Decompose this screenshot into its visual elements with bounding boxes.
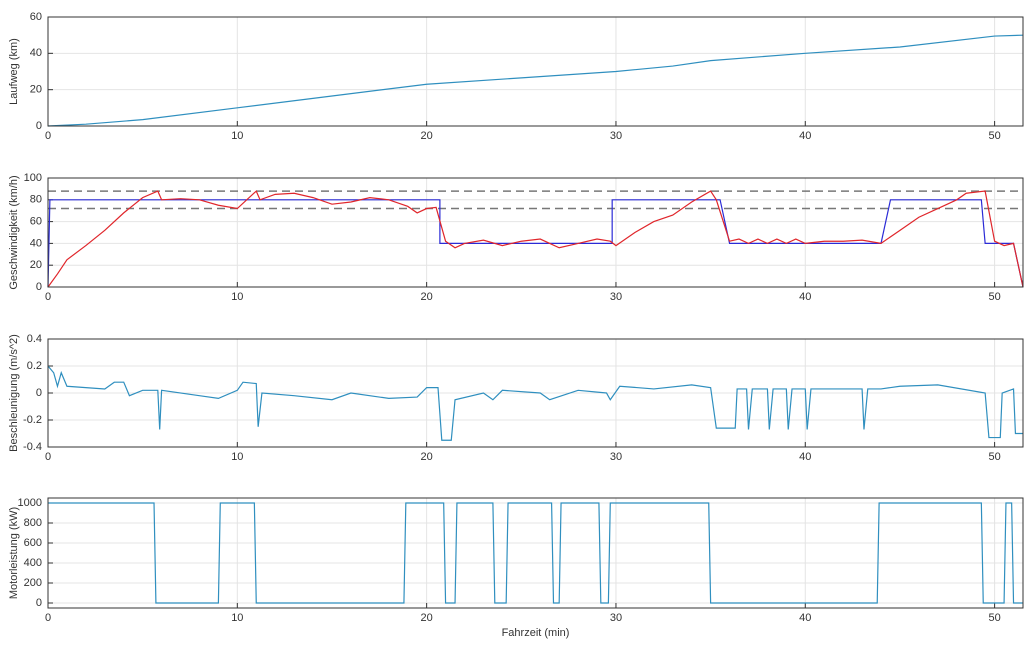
y-tick-label: 60 [30,216,42,228]
x-tick-label: 40 [799,130,811,142]
y-tick-label: 80 [30,194,42,206]
x-tick-label: 0 [45,130,51,142]
x-tick-label: 30 [610,451,622,463]
y-tick-label: -0.2 [23,414,42,426]
y-axis-label: Laufweg (km) [8,38,20,105]
y-tick-label: 600 [24,537,42,549]
x-tick-label: 40 [799,451,811,463]
x-tick-label: 50 [988,612,1000,624]
axes-box [47,177,1024,288]
y-tick-label: 200 [24,577,42,589]
x-tick-label: 20 [421,130,433,142]
data-line [47,365,1023,441]
x-tick-label: 0 [45,291,51,303]
data-line [48,502,1023,604]
axes-box [47,338,1024,448]
y-tick-label: 60 [30,11,42,23]
x-tick-label: 40 [799,291,811,303]
data-line [47,34,1024,127]
y-tick-label: 0 [36,120,42,132]
axes-box [47,497,1024,609]
x-axis-label: Fahrzeit (min) [502,627,570,639]
x-tick-label: 10 [231,612,243,624]
y-tick-label: 40 [30,47,42,59]
data-line [47,190,1024,288]
y-axis-label: Motorleistung (kW) [8,507,20,599]
y-tick-label: -0.4 [23,441,42,453]
x-tick-label: 50 [988,291,1000,303]
y-axis-label: Geschwindigkeit (km/h) [8,175,20,289]
x-tick-label: 20 [421,612,433,624]
x-tick-label: 40 [799,612,811,624]
y-tick-label: 0.4 [27,333,42,345]
x-tick-label: 10 [231,130,243,142]
y-tick-label: 0 [36,281,42,293]
axes-box [47,16,1024,127]
x-tick-label: 30 [610,130,622,142]
x-tick-label: 50 [988,451,1000,463]
y-tick-label: 0 [36,387,42,399]
y-tick-label: 0 [36,597,42,609]
x-tick-label: 50 [988,130,1000,142]
y-axis-label: Beschleunigung (m/s^2) [8,334,20,452]
y-tick-label: 400 [24,557,42,569]
x-tick-label: 10 [231,451,243,463]
y-tick-label: 40 [30,237,42,249]
x-tick-label: 0 [45,612,51,624]
x-tick-label: 0 [45,451,51,463]
y-tick-label: 0.2 [27,360,42,372]
y-tick-label: 20 [30,84,42,96]
x-tick-label: 20 [421,451,433,463]
x-tick-label: 30 [610,291,622,303]
x-tick-label: 30 [610,612,622,624]
y-tick-label: 1000 [18,497,42,509]
x-tick-label: 20 [421,291,433,303]
x-tick-label: 10 [231,291,243,303]
data-line [47,199,1024,288]
y-tick-label: 800 [24,517,42,529]
y-tick-label: 20 [30,259,42,271]
y-tick-label: 100 [24,172,42,184]
